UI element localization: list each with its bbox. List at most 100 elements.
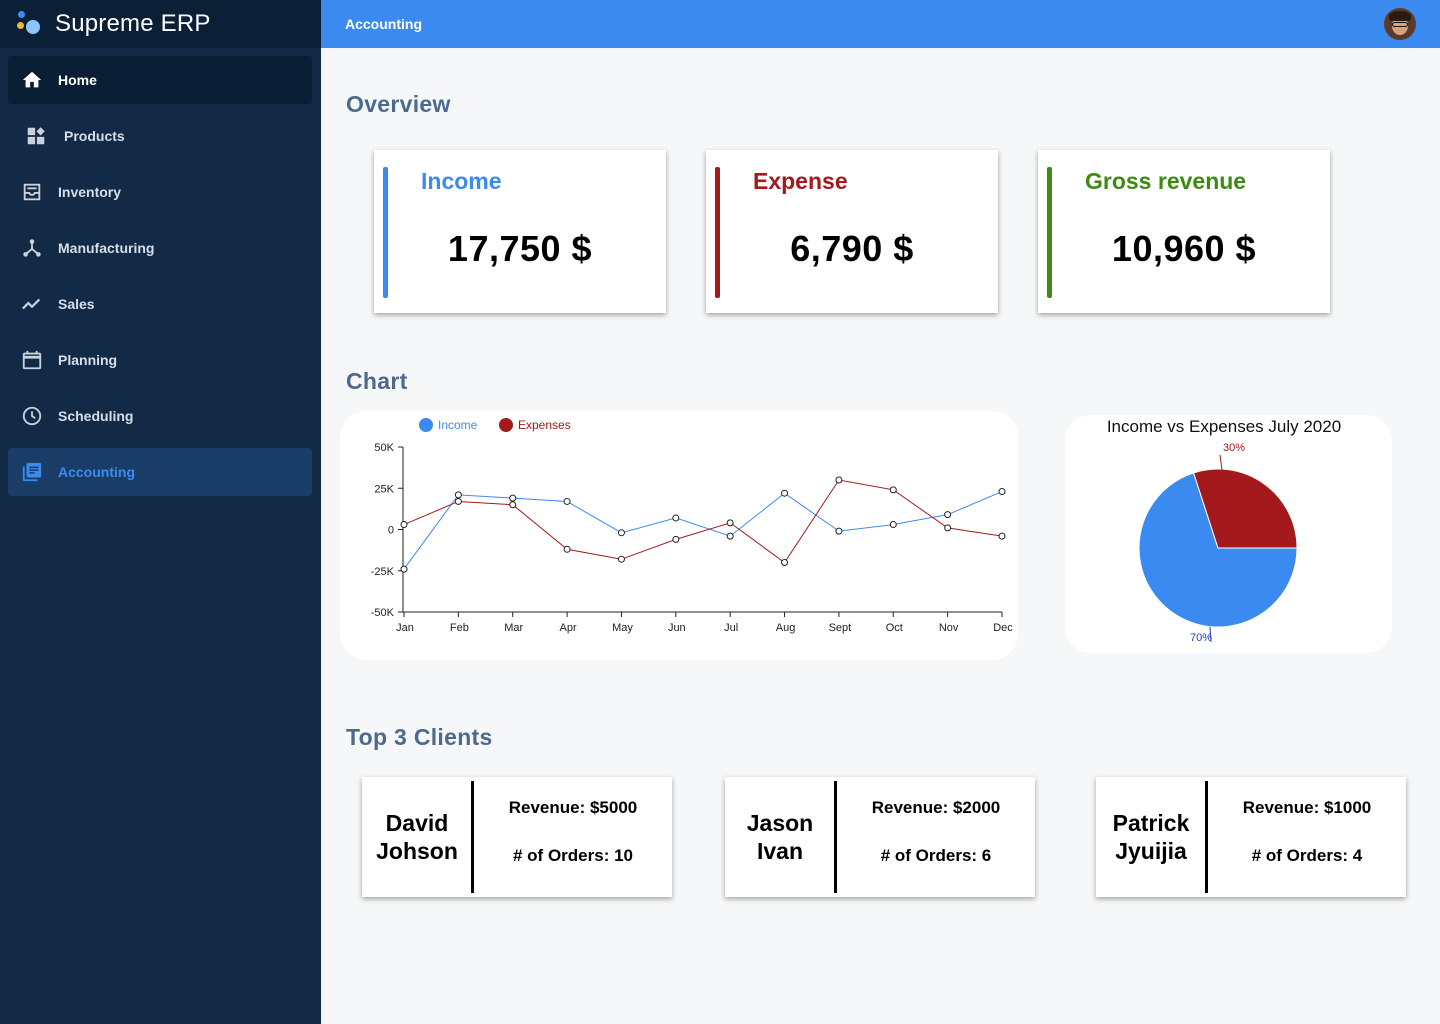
client-orders: # of Orders: 10 (513, 846, 633, 865)
sidebar-item-accounting[interactable]: Accounting (8, 448, 312, 496)
inbox-icon (20, 180, 44, 204)
client-card: David Johson Revenue: $5000 # of Orders:… (362, 777, 672, 897)
sidebar-item-label: Home (58, 72, 97, 88)
client-orders: # of Orders: 4 (1251, 846, 1363, 865)
expenses-data-point (400, 521, 408, 529)
sidebar-item-label: Scheduling (58, 408, 134, 424)
sidebar-item-products[interactable]: Products (8, 112, 312, 160)
pie-chart: Income vs Expenses July 2020 30% 70% (1107, 417, 1341, 644)
calendar-icon (20, 348, 44, 372)
sidebar-item-scheduling[interactable]: Scheduling (8, 392, 312, 440)
pie-label-expenses: 30% (1223, 442, 1245, 454)
x-tick-label: Jun (668, 622, 686, 634)
expenses-data-point (454, 497, 462, 505)
expenses-series-line (403, 479, 1003, 564)
x-tick-label: May (612, 622, 633, 634)
sidebar-item-label: Products (64, 128, 125, 144)
income-data-point (400, 565, 408, 573)
x-tick-label: Aug (776, 622, 796, 634)
expense-value: 6,790 $ (790, 228, 914, 269)
income-data-point (998, 488, 1006, 496)
client-divider (471, 781, 474, 893)
sidebar-item-label: Accounting (58, 464, 135, 480)
brand-logo-icon (16, 10, 44, 38)
app-name: Supreme ERP (55, 10, 211, 37)
sidebar-nav: Home Products Inventory Manufacturing Sa… (8, 56, 312, 504)
gross-revenue-accent-bar (1047, 167, 1052, 298)
x-tick-label: Nov (939, 622, 959, 634)
expenses-data-point (617, 555, 625, 563)
pie-leader-expenses (1219, 454, 1223, 471)
pie-chart-panel: Income vs Expenses July 2020 30% 70% (1065, 415, 1392, 653)
sidebar-item-manufacturing[interactable]: Manufacturing (8, 224, 312, 272)
y-tick-label: 25K (374, 483, 394, 495)
x-tick-label: Oct (886, 622, 903, 634)
expenses-data-point (889, 486, 897, 494)
income-series-line (403, 491, 1003, 570)
expense-label: Expense (753, 168, 848, 194)
sidebar-item-label: Planning (58, 352, 118, 368)
income-data-point (726, 532, 734, 540)
pie-label-income: 70% (1190, 632, 1212, 644)
y-tick-label: 50K (374, 442, 394, 454)
trending-up-icon (20, 292, 44, 316)
expenses-data-point (998, 532, 1006, 540)
pie-leader-income (1209, 626, 1212, 643)
clock-icon (20, 404, 44, 428)
pie-slice-income (1138, 472, 1298, 628)
x-tick-label: Feb (450, 622, 469, 634)
client-revenue: Revenue: $2000 (871, 798, 1001, 817)
sidebar: Supreme ERP Home Products Inventory Manu… (0, 0, 321, 1024)
client-revenue: Revenue: $1000 (1242, 798, 1372, 817)
x-tick-label: Sept (829, 622, 852, 634)
legend-swatch (419, 418, 433, 432)
x-tick-label: Mar (504, 622, 523, 634)
income-data-point (563, 497, 571, 505)
sidebar-item-home[interactable]: Home (8, 56, 312, 104)
income-label: Income (421, 168, 502, 194)
gross-revenue-card: Gross revenue 10,960 $ (1038, 150, 1330, 313)
client-card: Patrick Jyuijia Revenue: $1000 # of Orde… (1096, 777, 1406, 897)
sidebar-item-sales[interactable]: Sales (8, 280, 312, 328)
client-revenue: Revenue: $5000 (508, 798, 638, 817)
client-name: David Johson (376, 810, 458, 864)
brand[interactable]: Supreme ERP (0, 0, 321, 48)
expense-accent-bar (715, 167, 720, 298)
library-books-icon (20, 460, 44, 484)
y-tick-label: -25K (371, 566, 395, 578)
sidebar-item-inventory[interactable]: Inventory (8, 168, 312, 216)
expenses-data-point (781, 559, 789, 566)
pie-slice-expenses (1192, 468, 1298, 549)
expenses-data-point (726, 519, 734, 527)
expenses-data-point (509, 501, 517, 509)
gross-revenue-label: Gross revenue (1085, 168, 1247, 194)
gross-revenue-value: 10,960 $ (1111, 228, 1257, 269)
client-name: Jason Ivan (746, 810, 814, 864)
avatar[interactable] (1384, 8, 1416, 40)
expenses-data-point (563, 545, 571, 553)
income-data-point (509, 494, 517, 502)
top-clients-title: Top 3 Clients (346, 724, 493, 750)
x-tick-label: Apr (560, 622, 577, 634)
overview-title: Overview (346, 91, 451, 117)
expense-card: Expense 6,790 $ (706, 150, 998, 313)
income-data-point (889, 521, 897, 529)
legend-label: Income (438, 418, 478, 432)
sidebar-item-planning[interactable]: Planning (8, 336, 312, 384)
income-data-point (617, 529, 625, 537)
y-tick-label: -50K (371, 607, 395, 619)
top-bar: Accounting (321, 0, 1440, 48)
legend-label: Expenses (518, 418, 571, 432)
income-data-point (672, 514, 680, 522)
income-data-point (781, 489, 789, 497)
client-name: Patrick Jyuijia (1112, 810, 1190, 864)
x-tick-label: Jan (396, 622, 414, 634)
chart-title: Chart (346, 368, 408, 394)
sidebar-item-label: Sales (58, 296, 95, 312)
income-data-point (454, 491, 462, 499)
client-divider (1205, 781, 1208, 893)
client-card: Jason Ivan Revenue: $2000 # of Orders: 6 (725, 777, 1035, 897)
dashboard-icon (24, 124, 48, 148)
expenses-data-point (835, 476, 843, 484)
